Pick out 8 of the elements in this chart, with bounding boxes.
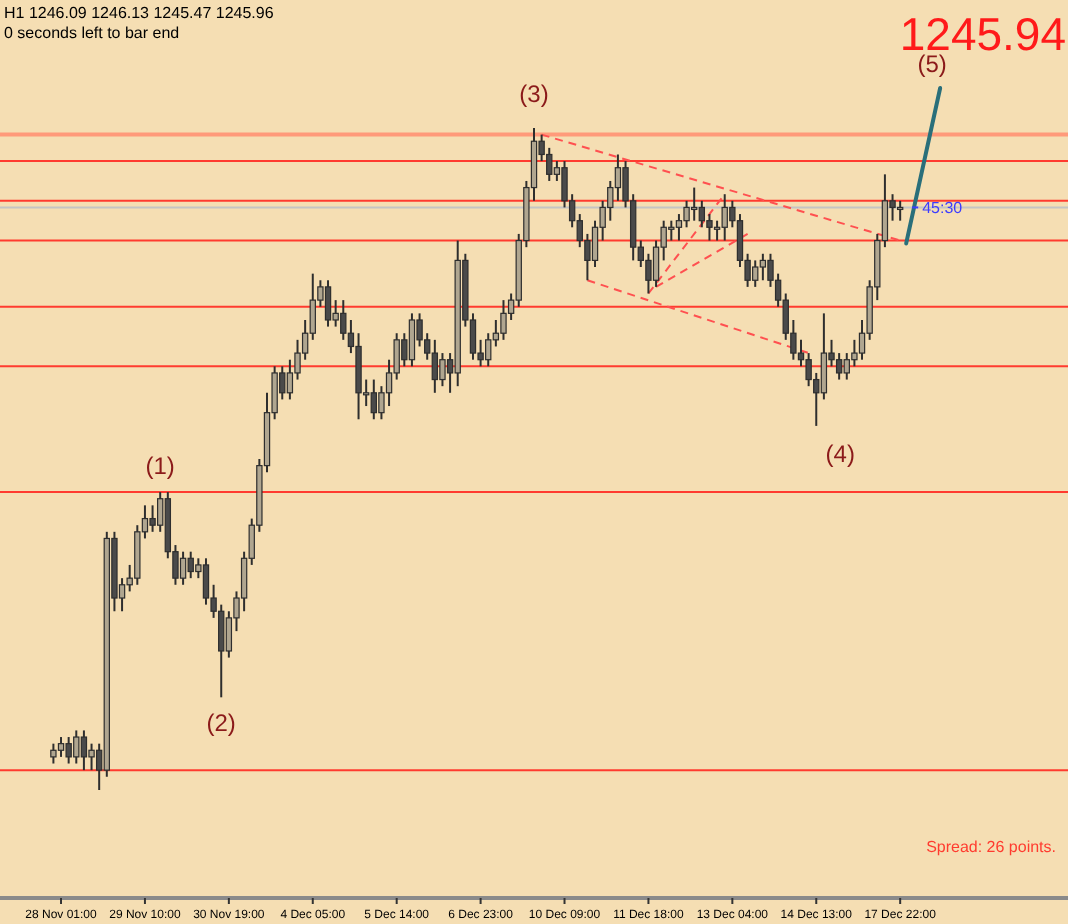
text: H1 1246.09 1246.13 1245.47 1245.96 bbox=[4, 4, 275, 22]
text: 45:30 bbox=[922, 199, 964, 218]
text: 0 seconds left to bar end bbox=[4, 24, 180, 42]
annotation: (2) bbox=[206, 709, 236, 738]
annotation: (1) bbox=[145, 452, 175, 481]
text: (3) bbox=[519, 80, 549, 108]
annotation: (4) bbox=[825, 439, 855, 468]
text: Spread: 26 points. bbox=[926, 838, 1056, 856]
